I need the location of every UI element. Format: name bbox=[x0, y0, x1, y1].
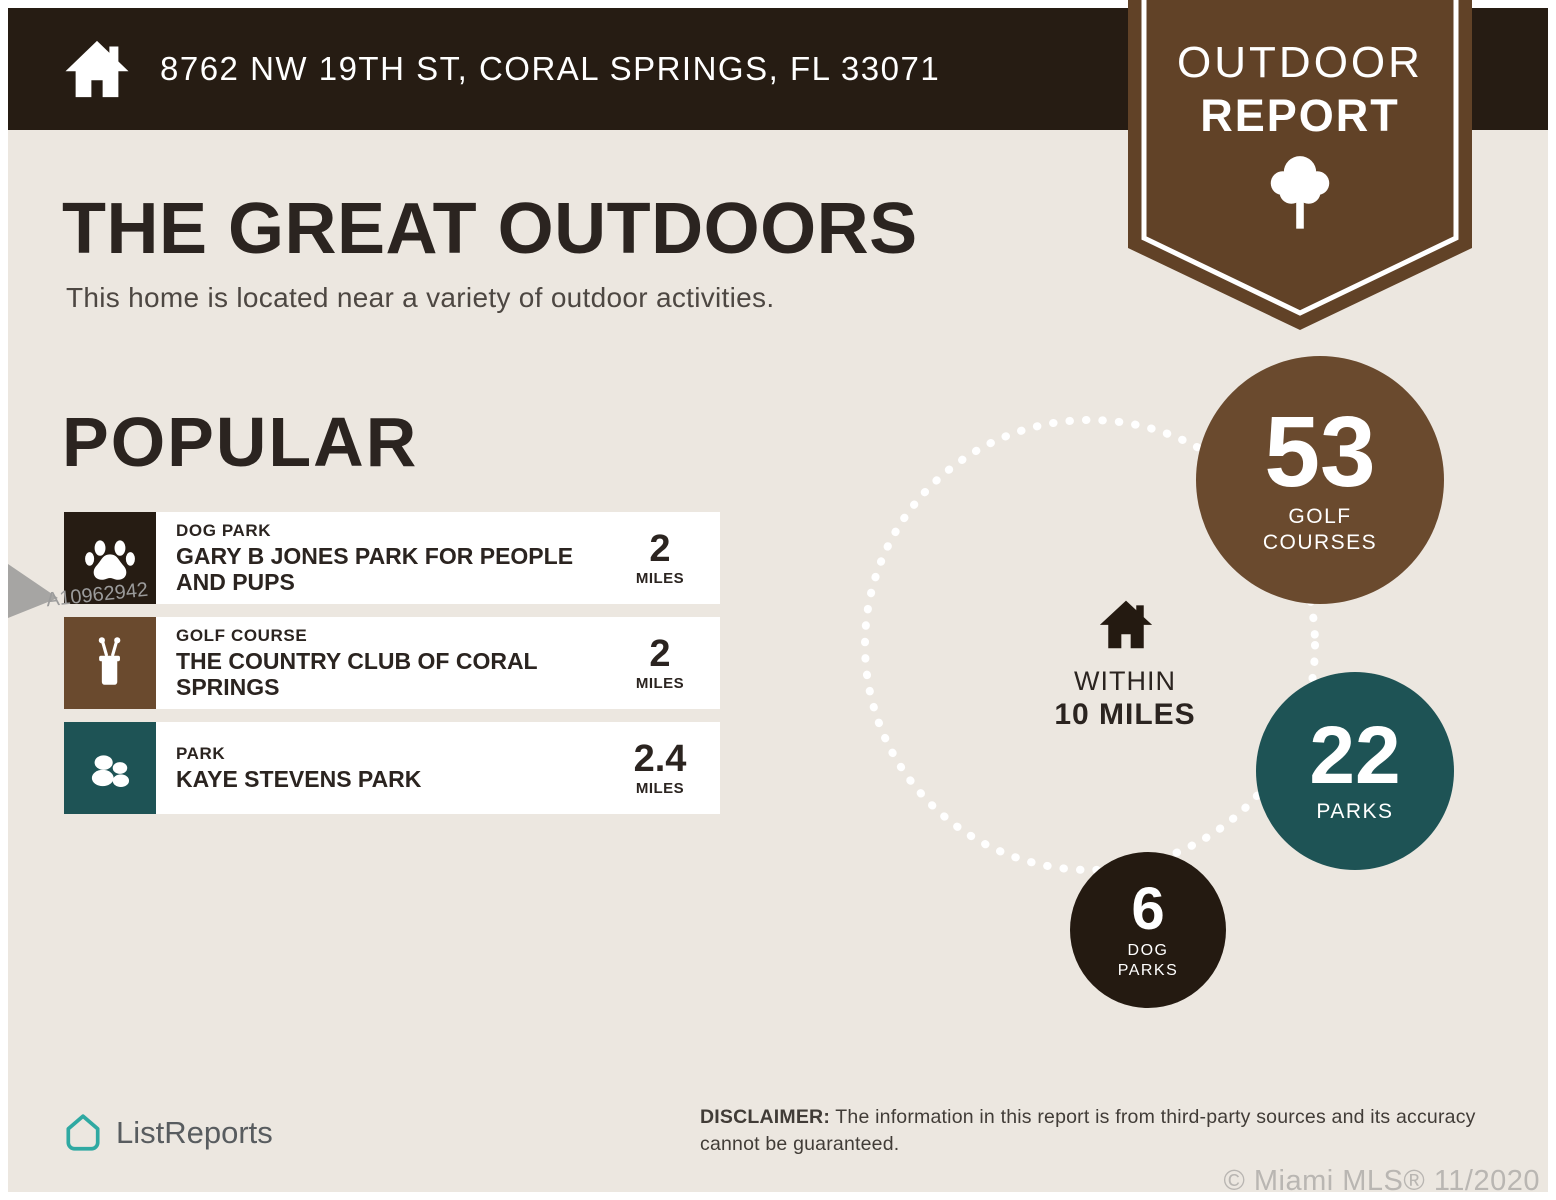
distance-unit: MILES bbox=[635, 674, 685, 692]
list-item-dog-park: DOG PARK GARY B JONES PARK FOR PEOPLE AN… bbox=[64, 512, 720, 604]
stat-value: 6 bbox=[1131, 875, 1165, 943]
brand-logo: ListReports bbox=[62, 1112, 273, 1154]
distance-unit: MILES bbox=[635, 569, 685, 587]
golf-bag-icon bbox=[64, 617, 156, 709]
place-name: GARY B JONES PARK FOR PEOPLE AND PUPS bbox=[176, 542, 574, 595]
popular-list: DOG PARK GARY B JONES PARK FOR PEOPLE AN… bbox=[64, 512, 720, 827]
distance-value: 2.4 bbox=[633, 737, 687, 780]
within-label: WITHIN bbox=[1074, 666, 1176, 696]
within-distance: 10 MILES bbox=[1054, 698, 1196, 731]
category-label: PARK bbox=[176, 743, 226, 763]
category-label: DOG PARK bbox=[176, 520, 272, 540]
brand-name: ListReports bbox=[116, 1115, 273, 1150]
place-name: KAYE STEVENS PARK bbox=[176, 765, 422, 792]
distance-unit: MILES bbox=[635, 779, 685, 797]
distance-block: 2 MILES bbox=[616, 530, 720, 587]
distance-value: 2 bbox=[649, 527, 671, 570]
list-item-park: PARK KAYE STEVENS PARK 2.4 MILES bbox=[64, 722, 720, 814]
category-label: GOLF COURSE bbox=[176, 625, 308, 645]
disclaimer-text: The information in this report is from t… bbox=[700, 1106, 1476, 1156]
page-subtitle: This home is located near a variety of o… bbox=[66, 282, 775, 313]
stat-bubble-golf-courses: 53 GOLF COURSES bbox=[1196, 356, 1444, 604]
house-icon-center bbox=[1099, 600, 1153, 649]
stat-value: 22 bbox=[1309, 710, 1401, 802]
stat-value: 53 bbox=[1264, 396, 1376, 509]
park-icon bbox=[64, 722, 156, 814]
place-name: THE COUNTRY CLUB OF CORAL SPRINGS bbox=[176, 647, 538, 700]
distance-block: 2 MILES bbox=[616, 635, 720, 692]
disclaimer: DISCLAIMER: The information in this repo… bbox=[700, 1104, 1500, 1159]
stat-bubble-parks: 22 PARKS bbox=[1256, 672, 1454, 870]
outdoor-report-ribbon: OUTDOOR REPORT bbox=[1128, 0, 1472, 330]
property-address: 8762 NW 19TH ST, CORAL SPRINGS, FL 33071 bbox=[160, 50, 941, 87]
tree-icon bbox=[1270, 156, 1330, 229]
watermark-triangle bbox=[8, 564, 58, 618]
stat-label: GOLF COURSES bbox=[1262, 505, 1378, 554]
house-icon bbox=[65, 40, 129, 98]
ribbon-title-line2: REPORT bbox=[1200, 90, 1400, 141]
watermark-credit: © Miami MLS® 11/2020 bbox=[1223, 1165, 1540, 1197]
disclaimer-label: DISCLAIMER: bbox=[700, 1106, 831, 1128]
home-pin-icon bbox=[66, 1114, 100, 1151]
section-title-popular: POPULAR bbox=[62, 403, 419, 481]
stat-label: PARKS bbox=[1316, 800, 1394, 824]
page-title: THE GREAT OUTDOORS bbox=[62, 189, 918, 269]
distance-value: 2 bbox=[649, 632, 671, 675]
ribbon-title-line1: OUTDOOR bbox=[1177, 38, 1423, 87]
paw-icon bbox=[64, 512, 156, 604]
stat-bubble-dog-parks: 6 DOG PARKS bbox=[1070, 852, 1226, 1008]
radius-dotted-circle bbox=[861, 416, 1319, 874]
list-item-golf-course: GOLF COURSE THE COUNTRY CLUB OF CORAL SP… bbox=[64, 617, 720, 709]
stat-label: DOG PARKS bbox=[1117, 942, 1179, 979]
distance-block: 2.4 MILES bbox=[616, 740, 720, 797]
